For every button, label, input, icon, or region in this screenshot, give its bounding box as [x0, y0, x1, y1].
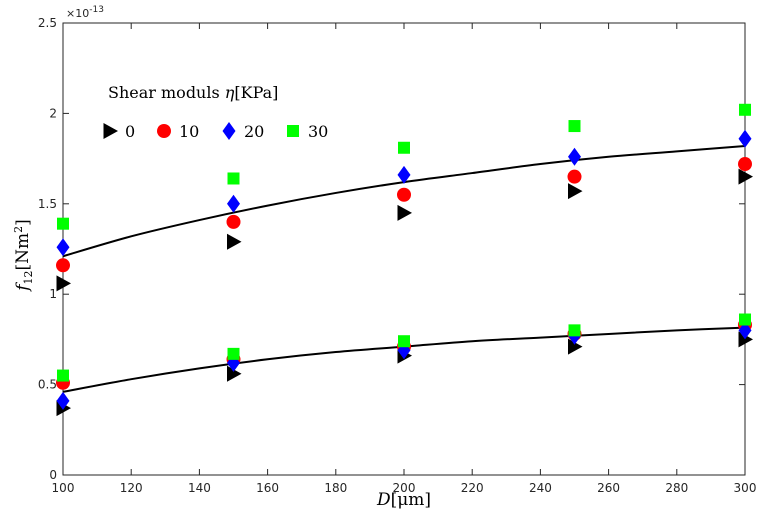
y-axis-subscript: 12 [22, 270, 35, 284]
data-point-series-20 [56, 238, 70, 257]
data-point-series-30 [568, 324, 581, 337]
data-point-series-20 [56, 391, 70, 410]
plot-area-frame [62, 22, 746, 476]
x-tick-label: 280 [665, 481, 688, 495]
legend-marker-20 [222, 122, 236, 140]
data-point-series-30 [398, 141, 410, 154]
data-point-series-0 [568, 183, 583, 200]
data-point-series-10 [226, 214, 241, 229]
legend-marker-0 [103, 123, 118, 139]
data-point-series-30 [739, 103, 751, 116]
data-point-series-0 [568, 338, 583, 355]
y-axis-unit-close: ] [13, 219, 33, 226]
data-point-series-0 [56, 275, 71, 292]
data-point-series-0 [227, 365, 242, 382]
x-tick-label: 200 [393, 481, 416, 495]
legend-label-0: 0 [125, 122, 135, 141]
data-point-series-10 [738, 157, 752, 172]
data-points-layer [56, 103, 753, 417]
data-point-series-20 [568, 147, 581, 166]
legend: Shear moduls η[KPa] 0 10 20 30 [103, 83, 328, 141]
x-axis-label: D[μm] [376, 490, 431, 510]
data-point-series-20 [738, 321, 752, 340]
y-axis-label: f12[Nm2] [12, 219, 35, 293]
data-point-series-10 [56, 258, 70, 273]
y-axis-unit: [Nm [13, 233, 33, 271]
y-tick-label: 0.5 [38, 378, 57, 392]
data-point-series-10 [567, 169, 582, 184]
data-point-series-0 [738, 331, 753, 348]
x-tick-label: 160 [256, 481, 279, 495]
x-tick-label: 140 [188, 481, 211, 495]
data-point-series-10 [397, 187, 411, 202]
data-point-series-30 [568, 120, 581, 133]
legend-title: Shear moduls η[KPa] [108, 83, 278, 102]
data-point-series-20 [227, 194, 240, 213]
y-axis-variable: f [13, 282, 33, 293]
legend-label-30: 30 [308, 122, 328, 141]
legend-label-10: 10 [179, 122, 199, 141]
x-tick-label: 260 [597, 481, 620, 495]
x-tick-label: 240 [529, 481, 552, 495]
y-axis-exponent: ×10-13 [66, 5, 104, 20]
y-tick-label: 2 [49, 106, 57, 120]
data-point-series-30 [227, 172, 240, 185]
data-point-series-30 [57, 369, 69, 382]
data-point-series-30 [57, 217, 69, 230]
legend-entries: 0 10 20 30 [103, 122, 328, 141]
y-axis-superscript: 2 [12, 226, 25, 233]
y-tick-label: 2.5 [38, 16, 57, 30]
data-point-series-0 [227, 233, 242, 250]
y-tick-label: 1.5 [38, 197, 57, 211]
legend-marker-30 [287, 125, 299, 137]
legend-label-20: 20 [244, 122, 264, 141]
x-tick-label: 120 [120, 481, 143, 495]
x-tick-label: 220 [461, 481, 484, 495]
data-point-series-30 [227, 347, 240, 360]
x-tick-label: 300 [734, 481, 757, 495]
data-point-series-20 [397, 165, 411, 184]
legend-marker-10 [157, 124, 171, 138]
x-tick-label: 180 [324, 481, 347, 495]
data-point-series-0 [738, 168, 753, 185]
x-axis-unit: [μm] [391, 490, 431, 510]
tick-labels-layer: 100 120 140 160 180 200 220 240 260 280 30000.511.… [38, 16, 757, 495]
data-point-series-30 [739, 313, 751, 326]
data-point-series-30 [398, 335, 410, 348]
y-tick-label: 1 [49, 287, 57, 301]
y-tick-label: 0 [49, 468, 57, 482]
x-axis-variable: D [376, 490, 391, 510]
data-point-series-0 [397, 204, 412, 221]
x-tick-label: 100 [52, 481, 75, 495]
data-point-series-20 [738, 129, 752, 148]
